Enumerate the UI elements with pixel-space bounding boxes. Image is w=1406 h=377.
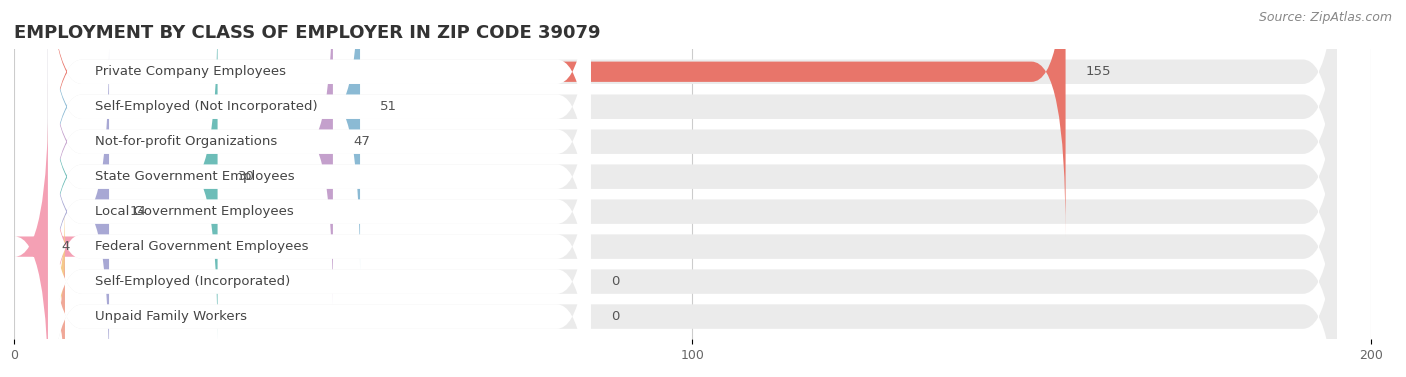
Text: Not-for-profit Organizations: Not-for-profit Organizations bbox=[96, 135, 278, 148]
Text: State Government Employees: State Government Employees bbox=[96, 170, 295, 183]
FancyBboxPatch shape bbox=[48, 239, 65, 377]
FancyBboxPatch shape bbox=[48, 0, 333, 307]
Text: Unpaid Family Workers: Unpaid Family Workers bbox=[96, 310, 247, 323]
FancyBboxPatch shape bbox=[48, 49, 1337, 374]
FancyBboxPatch shape bbox=[48, 0, 1337, 304]
FancyBboxPatch shape bbox=[48, 0, 591, 304]
Text: EMPLOYMENT BY CLASS OF EMPLOYER IN ZIP CODE 39079: EMPLOYMENT BY CLASS OF EMPLOYER IN ZIP C… bbox=[14, 24, 600, 42]
FancyBboxPatch shape bbox=[48, 119, 1337, 377]
FancyBboxPatch shape bbox=[48, 14, 1337, 339]
FancyBboxPatch shape bbox=[48, 0, 360, 271]
Text: 0: 0 bbox=[612, 310, 620, 323]
FancyBboxPatch shape bbox=[48, 84, 591, 377]
FancyBboxPatch shape bbox=[48, 0, 1337, 234]
FancyBboxPatch shape bbox=[48, 0, 1337, 269]
FancyBboxPatch shape bbox=[48, 47, 110, 376]
FancyBboxPatch shape bbox=[48, 0, 591, 269]
FancyBboxPatch shape bbox=[48, 0, 1066, 236]
Text: Self-Employed (Incorporated): Self-Employed (Incorporated) bbox=[96, 275, 291, 288]
Text: Private Company Employees: Private Company Employees bbox=[96, 65, 287, 78]
FancyBboxPatch shape bbox=[48, 0, 591, 234]
FancyBboxPatch shape bbox=[48, 12, 218, 342]
FancyBboxPatch shape bbox=[48, 49, 591, 374]
FancyBboxPatch shape bbox=[48, 154, 1337, 377]
Text: Source: ZipAtlas.com: Source: ZipAtlas.com bbox=[1258, 11, 1392, 24]
Text: Self-Employed (Not Incorporated): Self-Employed (Not Incorporated) bbox=[96, 100, 318, 113]
FancyBboxPatch shape bbox=[48, 119, 591, 377]
Text: 155: 155 bbox=[1085, 65, 1111, 78]
FancyBboxPatch shape bbox=[48, 204, 65, 359]
Text: 30: 30 bbox=[238, 170, 254, 183]
Text: 14: 14 bbox=[129, 205, 146, 218]
Text: Local Government Employees: Local Government Employees bbox=[96, 205, 294, 218]
Text: 0: 0 bbox=[612, 275, 620, 288]
Text: 4: 4 bbox=[62, 240, 70, 253]
FancyBboxPatch shape bbox=[14, 82, 82, 377]
Text: Federal Government Employees: Federal Government Employees bbox=[96, 240, 309, 253]
FancyBboxPatch shape bbox=[48, 84, 1337, 377]
FancyBboxPatch shape bbox=[48, 14, 591, 339]
Text: 47: 47 bbox=[353, 135, 370, 148]
FancyBboxPatch shape bbox=[48, 154, 591, 377]
Text: 51: 51 bbox=[381, 100, 398, 113]
